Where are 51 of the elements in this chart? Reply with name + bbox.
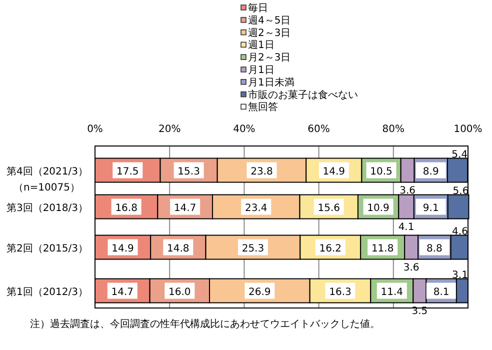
data-label: 16.2: [319, 243, 342, 254]
data-label: 16.3: [329, 286, 352, 298]
data-label: 17.5: [116, 166, 139, 178]
data-label: 8.1: [433, 286, 450, 298]
data-label: 16.0: [168, 286, 191, 298]
data-label: 3.6: [403, 262, 420, 274]
y-tick-label: 第3回（2018/3）: [6, 202, 88, 214]
x-tick-label: 60%: [308, 124, 330, 135]
data-label: 23.4: [245, 202, 268, 214]
x-tick-label: 100%: [454, 124, 482, 135]
y-tick-label: 第1回（2012/3）: [6, 286, 88, 298]
data-label: 14.9: [112, 243, 134, 254]
y-tick-label: 第4回（2021/3）（n=10075）: [6, 165, 88, 194]
data-label: 9.1: [422, 202, 439, 214]
x-tick-label: 40%: [233, 124, 256, 135]
x-tick-label: 80%: [382, 124, 405, 135]
legend-label: 週1日: [248, 40, 274, 52]
legend-label: 月1日未満: [248, 76, 294, 88]
x-tick-label: 0%: [87, 124, 103, 135]
legend-label: 市販のお菓子は食べない: [248, 88, 358, 101]
data-label: 10.5: [370, 166, 392, 178]
data-label: 3.6: [400, 185, 416, 196]
data-label: 5.4: [452, 149, 468, 160]
data-label: 15.6: [318, 202, 340, 214]
data-label: 8.8: [426, 243, 442, 254]
data-label: 26.9: [248, 286, 271, 298]
data-label: 4.6: [452, 226, 468, 238]
y-tick-label: 第2回（2015/3）: [6, 242, 88, 254]
legend-label: 月1日: [248, 65, 274, 76]
legend-label: 毎日: [248, 2, 268, 14]
data-label: 10.9: [367, 202, 390, 214]
text: 注）過去調査は、今回調査の性年代構成比にあわせてウエイトバックした値。: [30, 318, 380, 330]
data-label: 14.9: [322, 166, 346, 178]
legend-label: 週4～5日: [248, 15, 291, 26]
data-label: 14.8: [167, 243, 190, 254]
data-label: 23.8: [250, 166, 273, 178]
data-label: 3.1: [452, 270, 468, 281]
data-label: 5.6: [452, 186, 469, 197]
data-label: 8.9: [422, 166, 439, 178]
legend-label: 無回答: [248, 101, 278, 114]
data-label: 11.4: [380, 286, 404, 298]
legend-label: 月2～3日: [248, 52, 291, 64]
data-label: 11.8: [371, 243, 394, 254]
data-label: 14.7: [174, 202, 196, 214]
data-label: 4.1: [398, 222, 414, 233]
data-label: 15.3: [178, 166, 200, 178]
data-label: 16.8: [115, 202, 138, 214]
data-label: 14.7: [111, 286, 134, 298]
x-tick-label: 20%: [158, 124, 181, 135]
data-label: 25.3: [242, 243, 264, 254]
legend-label: 週2～3日: [248, 28, 291, 39]
